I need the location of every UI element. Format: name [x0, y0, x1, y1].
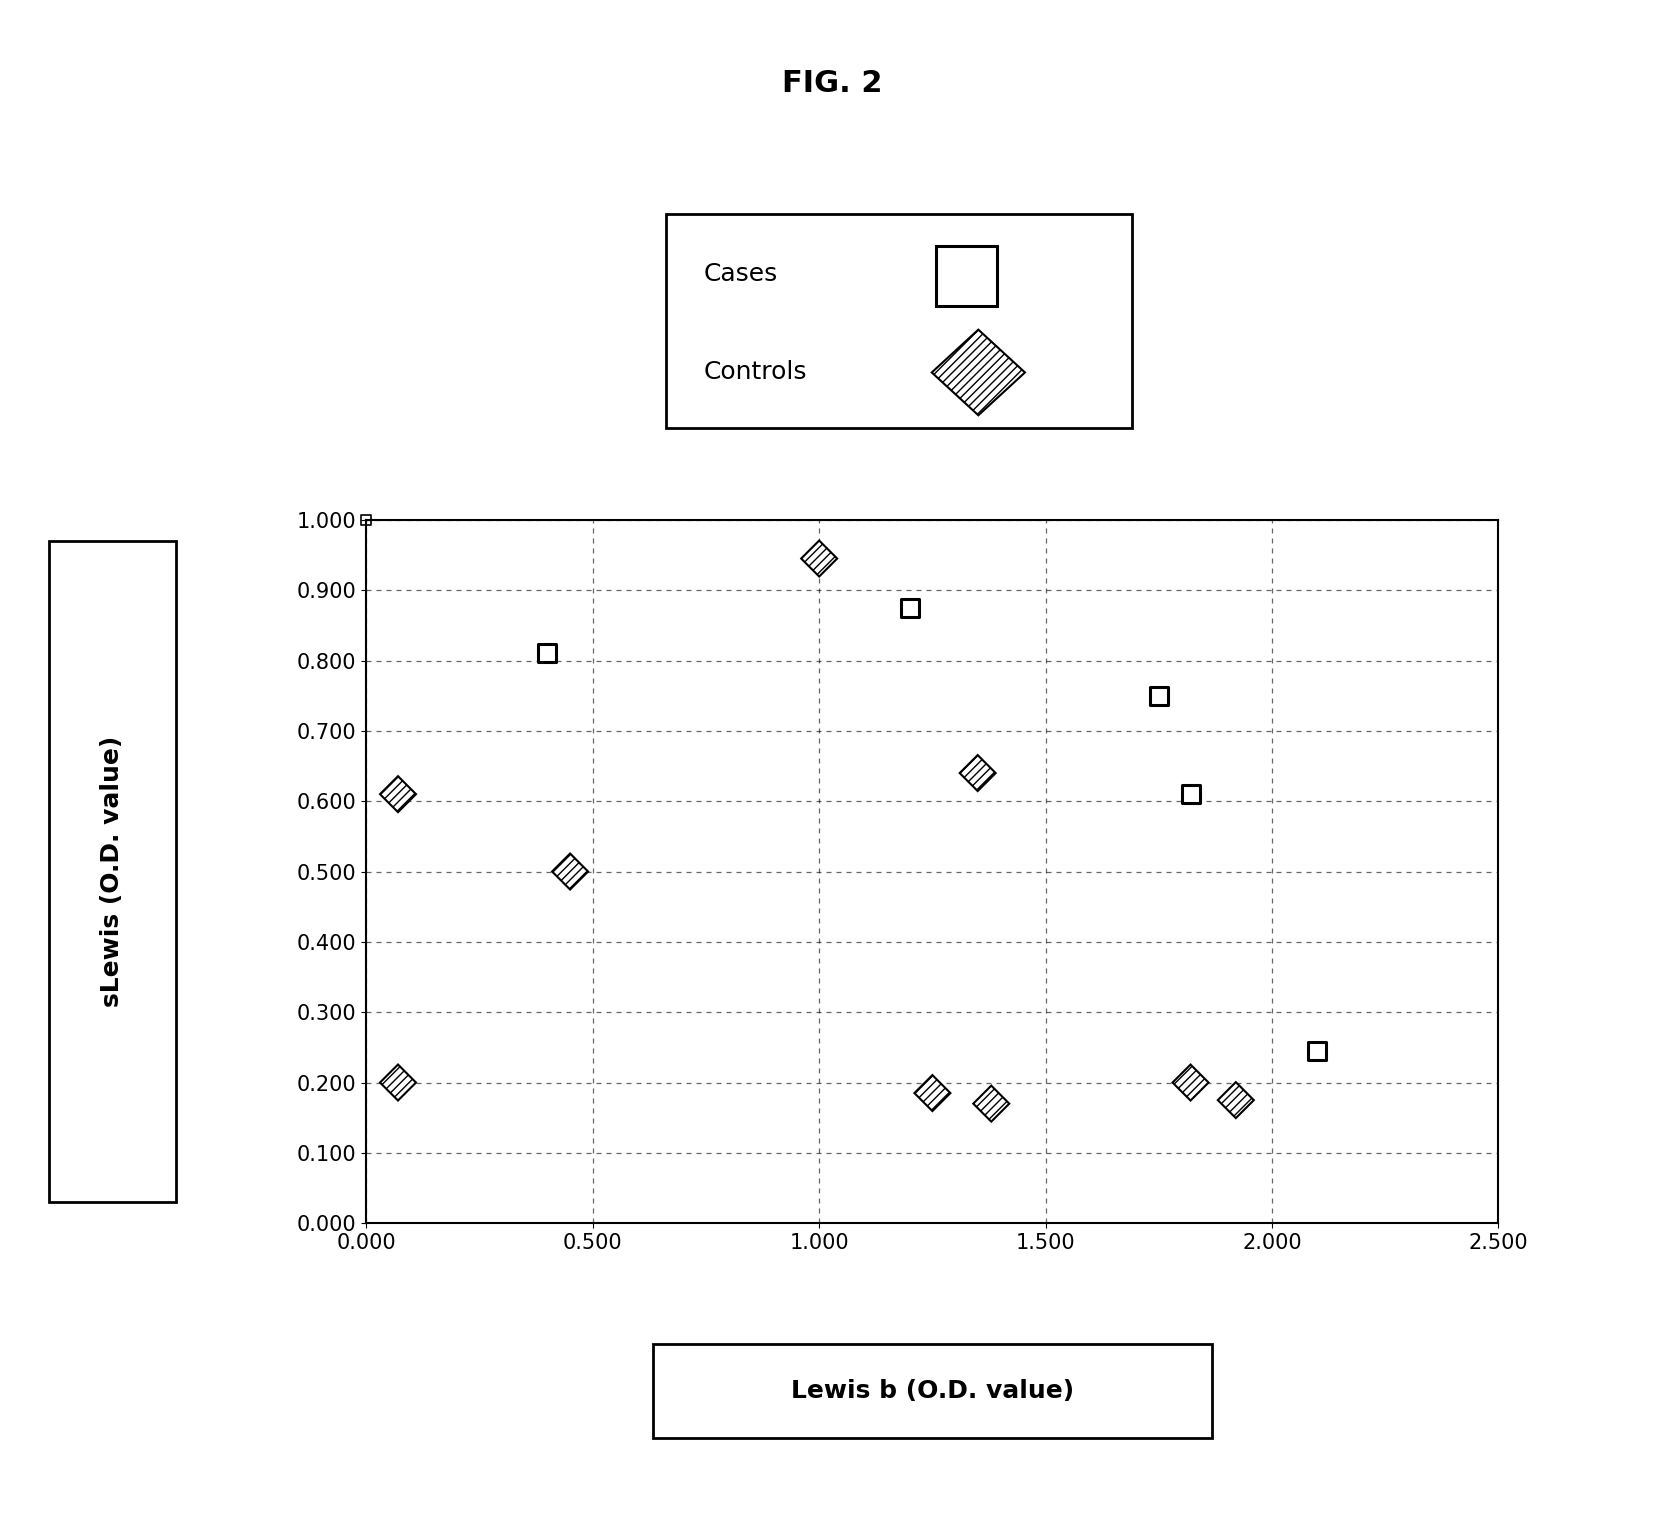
Point [1176, 781, 1203, 806]
Polygon shape [552, 853, 587, 890]
Point [353, 508, 379, 532]
Bar [935, 246, 997, 306]
Text: Cases: Cases [702, 261, 777, 286]
Text: FIG. 2: FIG. 2 [782, 69, 882, 98]
Polygon shape [958, 755, 995, 790]
Text: Controls: Controls [702, 361, 807, 384]
Polygon shape [379, 777, 416, 812]
Polygon shape [973, 1086, 1008, 1122]
Polygon shape [914, 1075, 950, 1112]
Polygon shape [379, 1064, 416, 1101]
Polygon shape [932, 330, 1025, 416]
Point [895, 595, 922, 619]
Point [1145, 683, 1171, 708]
Text: sLewis (O.D. value): sLewis (O.D. value) [100, 735, 125, 1008]
Polygon shape [1171, 1064, 1208, 1101]
Point [1303, 1038, 1330, 1063]
Text: Lewis b (O.D. value): Lewis b (O.D. value) [790, 1379, 1073, 1404]
Point [534, 641, 561, 665]
Polygon shape [800, 541, 837, 576]
Polygon shape [1216, 1083, 1253, 1118]
